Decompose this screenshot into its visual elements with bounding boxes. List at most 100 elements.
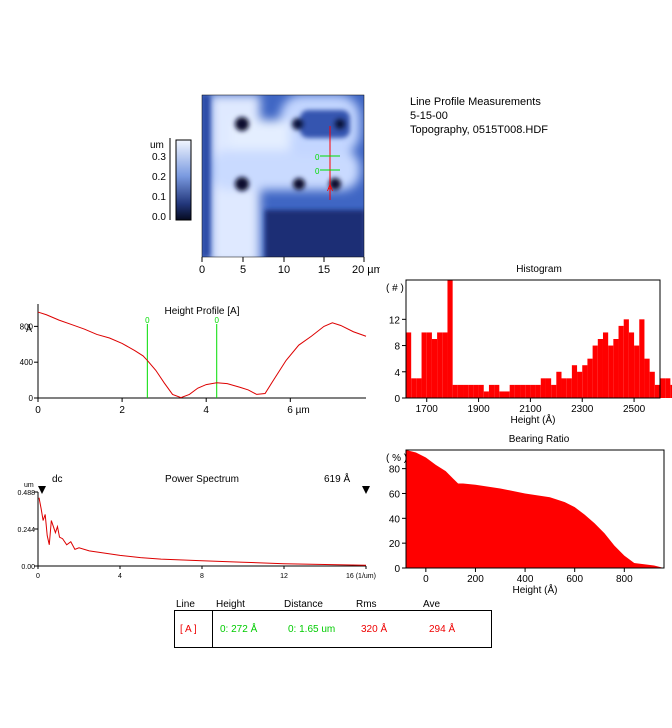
histogram-bar — [602, 332, 609, 398]
y-axis-label: ( % ) — [386, 453, 407, 464]
x-tick-label: 2300 — [571, 404, 594, 415]
y-tick-label: 12 — [389, 315, 401, 326]
histogram-bar — [639, 319, 645, 398]
dc-marker-right — [362, 486, 370, 494]
profile-line — [37, 311, 367, 399]
y-tick-label: 0.00 — [21, 564, 35, 571]
chart-title: Histogram — [516, 264, 562, 275]
y-tick-label: 0 — [394, 394, 400, 405]
x-tick-label: 600 — [566, 574, 583, 585]
x-tick-label: 2100 — [519, 404, 542, 415]
x-tick-label: 6 µm — [287, 405, 309, 416]
header-distance: Distance — [284, 599, 323, 610]
corner-label-dc: dc — [52, 474, 63, 485]
histogram-bar — [468, 384, 474, 398]
histogram-bar — [437, 332, 443, 398]
y-tick-label: 400 — [20, 358, 34, 367]
afm-image — [202, 95, 364, 257]
header-line: Line — [176, 599, 195, 610]
histogram-bar — [540, 378, 546, 398]
x-tick-label: 1900 — [467, 404, 490, 415]
histogram-bar — [597, 339, 603, 398]
cursor-label: 0 — [214, 316, 219, 325]
histogram-bar — [530, 384, 536, 398]
histogram-bar — [447, 280, 453, 398]
histogram-bar — [535, 384, 541, 398]
histogram-bar — [623, 319, 629, 398]
title-line-2: 5-15-00 — [410, 110, 448, 122]
x-tick-label: 8 — [200, 573, 204, 580]
x-tick-label: 12 — [280, 573, 288, 580]
x-tick-label: 16 (1/um) — [346, 573, 376, 580]
colorbar-tick: 0.3 — [152, 152, 166, 163]
x-tick-label: 2 — [119, 405, 125, 416]
corner-label-value: 619 Å — [324, 472, 350, 485]
histogram-bar — [442, 332, 448, 398]
histogram-bar — [654, 384, 660, 398]
x-tick-label: 0 — [36, 573, 40, 580]
histogram-bar — [478, 384, 484, 398]
plot-frame — [405, 279, 661, 399]
x-tick-label: 4 — [118, 573, 122, 580]
y-tick-label: 60 — [389, 489, 401, 500]
row-ave: 294 Å — [429, 624, 456, 635]
colorbar-tick: 0.0 — [152, 212, 166, 223]
histogram-bar — [561, 378, 567, 398]
title-line-1: Line Profile Measurements — [410, 96, 541, 108]
plot-frame — [405, 449, 665, 569]
y-tick-label: 4 — [394, 368, 400, 379]
x-tick-label: 4 — [203, 405, 209, 416]
histogram-bar — [488, 384, 495, 398]
histogram-bar — [452, 384, 458, 398]
row-line: [ A ] — [180, 624, 197, 635]
y-axis-label: ( # ) — [386, 283, 404, 294]
histogram-bar — [514, 384, 521, 398]
histogram-bar — [618, 325, 624, 398]
spectrum-line — [38, 497, 367, 566]
histogram-bar — [628, 332, 635, 398]
x-tick-label: 400 — [517, 574, 534, 585]
x-tick-label: 2500 — [623, 404, 646, 415]
x-tick-label: 0 — [423, 574, 429, 585]
histogram-bar — [411, 378, 417, 398]
histogram-bar — [571, 365, 578, 398]
image-x-tick: 0 — [199, 264, 205, 276]
topography-panel: um 0.3 0.2 0.1 0.0 0 0 A — [150, 94, 380, 276]
histogram-bar — [525, 384, 531, 398]
histogram-bar — [566, 378, 572, 398]
image-x-tick: 20 µm — [352, 264, 380, 276]
image-x-tick: 15 — [318, 264, 330, 276]
histogram-bar — [509, 384, 515, 398]
row-rms: 320 Å — [361, 624, 388, 635]
image-marker-label: 0 — [315, 167, 320, 176]
histogram-bar — [463, 384, 469, 398]
histogram-bar — [660, 378, 666, 398]
histogram-bar — [613, 339, 619, 398]
histogram-bar — [473, 384, 479, 398]
histogram-bar — [421, 332, 427, 398]
histogram-bar — [406, 332, 412, 398]
histogram-bar — [499, 391, 505, 398]
y-tick-label: 0 — [394, 564, 400, 575]
histogram-bar — [416, 378, 422, 398]
header-rms: Rms — [356, 599, 377, 610]
histogram-bar — [426, 332, 432, 398]
header-height: Height — [216, 599, 245, 610]
header-ave: Ave — [423, 599, 441, 610]
x-tick-label: 200 — [467, 574, 484, 585]
histogram-bar — [665, 378, 671, 398]
histogram-bar — [431, 339, 438, 398]
title-line-3: Topography, 0515T008.HDF — [410, 124, 548, 136]
chart-title: Power Spectrum — [165, 474, 239, 485]
histogram-bar — [582, 365, 588, 398]
image-x-axis: 0 5 10 15 20 µm — [199, 257, 380, 276]
histogram-bar — [577, 371, 583, 398]
chart-title: Bearing Ratio — [509, 434, 570, 445]
row-height: 0: 272 Å — [220, 624, 258, 635]
histogram-bar — [504, 391, 510, 398]
histogram-bar — [608, 345, 614, 398]
colorbar-unit: um — [150, 140, 164, 151]
image-marker-label: 0 — [315, 153, 320, 162]
